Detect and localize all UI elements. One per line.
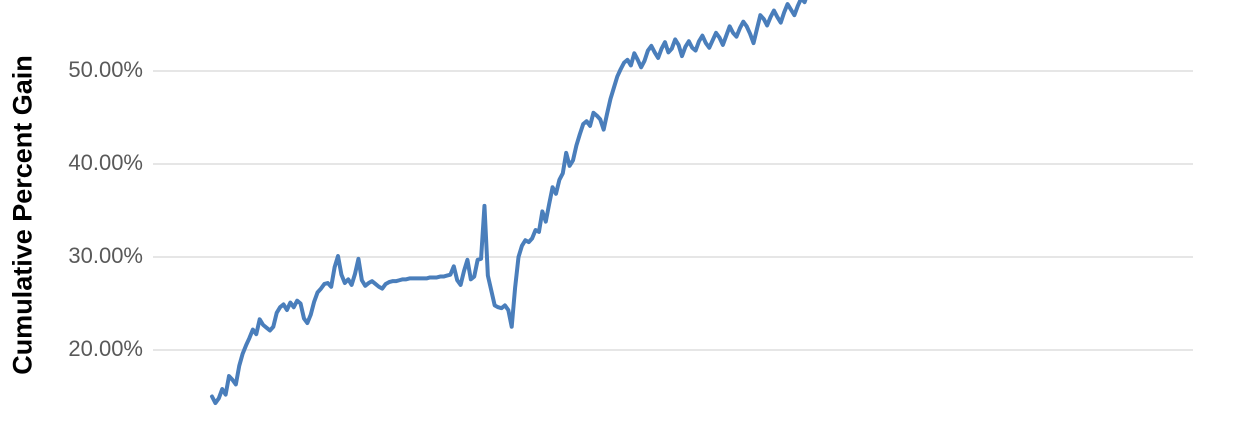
y-axis-tick-label: 30.00% <box>68 243 143 268</box>
gridline <box>153 70 1193 72</box>
gridline <box>153 349 1193 351</box>
y-axis-tick-label: 20.00% <box>68 336 143 361</box>
gridline <box>153 256 1193 258</box>
y-axis-tick-label: 50.00% <box>68 57 143 82</box>
series-line-cumulative-percent-gain <box>210 0 808 406</box>
y-axis-tick-labels: 50.00% 40.00% 30.00% 20.00% <box>48 0 143 430</box>
gridline <box>153 163 1193 165</box>
y-axis-tick-label: 40.00% <box>68 150 143 175</box>
